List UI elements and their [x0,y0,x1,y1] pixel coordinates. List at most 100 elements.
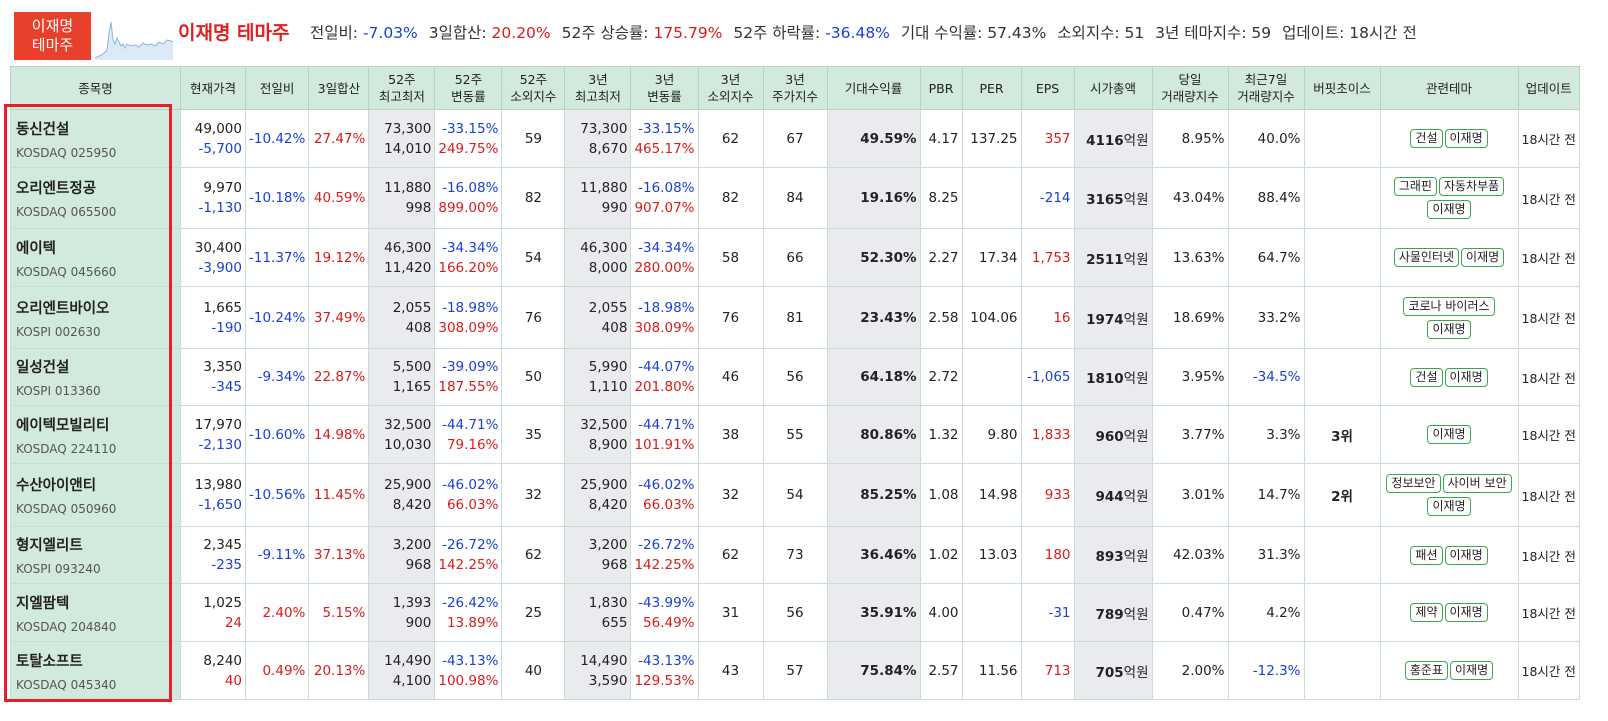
col-y3-neg[interactable]: 3년 소외지수 [697,66,764,110]
theme-header: 이재명 테마주 이재명 테마주 전일비: -7.03% 3일합산: 20.20%… [0,0,1608,62]
w52-chg-up: 249.75% [438,140,499,157]
col-prev[interactable]: 전일비 [244,66,310,110]
col-pbr[interactable]: PBR [919,66,963,110]
cell-name[interactable]: 일성건설 KOSPI 013360 [10,348,181,406]
stock-name[interactable]: 일성건설 [16,360,70,376]
cell-pbr: 2.72 [919,348,963,406]
table-row[interactable]: 오리엔트정공 KOSDAQ 065500 9,970 -1,130 -10.18% 40.… [10,167,1580,229]
col-buffett[interactable]: 버핏초이스 [1303,66,1381,110]
theme-tag[interactable]: 이재명 [1427,319,1471,339]
cell-y3-idx: 54 [762,463,828,527]
col-sum3[interactable]: 3일합산 [308,66,370,110]
table-row[interactable]: 오리엔트바이오 KOSPI 002630 1,665 -190 -10.24% 37.49… [10,286,1580,349]
w52-low: 408 [405,319,432,336]
cell-name[interactable]: 오리엔트바이오 KOSPI 002630 [10,286,181,349]
cell-name[interactable]: 동신건설 KOSDAQ 025950 [10,109,181,168]
col-eps[interactable]: EPS [1020,66,1075,110]
col-mcap[interactable]: 시가총액 [1073,66,1153,110]
theme-tag[interactable]: 패션 [1410,545,1443,565]
theme-tag[interactable]: 이재명 [1427,425,1471,444]
cell-update: 18시간 전 [1517,405,1580,464]
theme-tag[interactable]: 사물인터넷 [1393,248,1460,267]
stock-code: KOSDAQ 065500 [16,205,117,219]
col-vol-7[interactable]: 최근7일 거래량지수 [1227,66,1305,110]
stock-name[interactable]: 에이텍 [16,240,57,257]
stock-name[interactable]: 수산아이앤티 [16,478,97,494]
theme-tag[interactable]: 사이버 보안 [1442,474,1512,493]
col-y3-hl[interactable]: 3년 최고최저 [564,66,632,110]
theme-tag[interactable]: 홍준표 [1404,661,1449,680]
theme-tag[interactable]: 이재명 [1427,497,1471,516]
table-row[interactable]: 지엘팜텍 KOSDAQ 204840 1,025 24 2.40% 5.15% 1,393 9… [10,583,1580,642]
cell-vol-day: 18.69% [1151,286,1229,349]
theme-tag[interactable]: 이재명 [1444,603,1488,622]
cell-y3-idx: 73 [762,526,828,584]
theme-tag[interactable]: 자동차부품 [1438,177,1505,196]
col-w52-chg[interactable]: 52주 변동률 [434,66,503,110]
col-name[interactable]: 종목명 [10,66,181,110]
theme-badge[interactable]: 이재명 테마주 [14,12,91,60]
col-y3-idx[interactable]: 3년 주가지수 [762,66,828,110]
theme-tag[interactable]: 제약 [1410,603,1443,622]
table-row[interactable]: 수산아이앤티 KOSDAQ 050960 13,980 -1,650 -10.56% 11… [10,463,1580,527]
table-row[interactable]: 에이텍모빌리티 KOSDAQ 224110 17,970 -2,130 -10.60% 1… [10,405,1580,464]
col-expected[interactable]: 기대수익률 [826,66,921,110]
col-y3-chg[interactable]: 3년 변동률 [630,66,699,110]
price-change: -1,650 [198,497,242,513]
cell-vol-day: 43.04% [1151,167,1229,229]
sum3-value: 22.87% [313,369,366,385]
theme-tag[interactable]: 이재명 [1444,129,1488,148]
col-w52-hl[interactable]: 52주 최고최저 [368,66,436,110]
col-themes[interactable]: 관련테마 [1379,66,1519,110]
col-update[interactable]: 업데이트 [1517,66,1580,110]
cell-update: 18시간 전 [1517,228,1580,287]
stock-name[interactable]: 토탈소프트 [16,653,83,670]
col-w52-neg[interactable]: 52주 소외지수 [501,66,566,110]
cell-y3-neg: 43 [697,641,764,700]
table-row[interactable]: 토탈소프트 KOSDAQ 045340 8,240 40 0.49% 20.13% 14,4… [10,641,1580,700]
prev-value: -10.18% [249,190,306,206]
theme-tag[interactable]: 이재명 [1427,200,1471,219]
cell-pbr: 1.02 [919,526,963,584]
w52-chg-down: -33.15% [442,120,499,137]
theme-tag[interactable]: 코로나 바이러스 [1403,296,1495,316]
stock-name[interactable]: 오리엔트정공 [16,181,97,197]
cell-name[interactable]: 형지엘리트 KOSPI 093240 [10,526,181,584]
theme-tag[interactable]: 그래핀 [1393,177,1437,196]
cell-name[interactable]: 에이텍모빌리티 KOSDAQ 224110 [10,405,181,464]
table-row[interactable]: 에이텍 KOSDAQ 045660 30,400 -3,900 -11.37% 19.12… [10,228,1580,287]
cell-vol-day: 3.77% [1151,405,1229,464]
table-row[interactable]: 동신건설 KOSDAQ 025950 49,000 -5,700 -10.42% 27.4… [10,109,1580,168]
theme-tag[interactable]: 건설 [1410,367,1443,387]
y3-chg-down: -33.15% [638,120,695,137]
stock-name[interactable]: 에이텍모빌리티 [16,417,110,434]
theme-tag[interactable]: 이재명 [1461,248,1505,267]
table-row[interactable]: 형지엘리트 KOSPI 093240 2,345 -235 -9.11% 37.13% 3,… [10,526,1580,584]
theme-tag[interactable]: 이재명 [1450,661,1494,680]
theme-tag[interactable]: 이재명 [1444,367,1488,387]
stock-name[interactable]: 오리엔트바이오 [16,300,110,317]
w52-neg-value: 35 [524,426,543,443]
cell-name[interactable]: 에이텍 KOSDAQ 045660 [10,228,181,287]
pbr-value: 2.72 [928,369,959,385]
stock-name[interactable]: 형지엘리트 [16,538,83,554]
eps-value: 713 [1044,662,1071,679]
stock-name[interactable]: 동신건설 [16,121,70,138]
cell-name[interactable]: 오리엔트정공 KOSDAQ 065500 [10,167,181,229]
theme-tag[interactable]: 정보보안 [1386,474,1441,493]
col-vol-day[interactable]: 당일 거래량지수 [1151,66,1229,110]
col-per[interactable]: PER [961,66,1022,110]
table-row[interactable]: 일성건설 KOSPI 013360 3,350 -345 -9.34% 22.87% 5,5… [10,348,1580,406]
cell-name[interactable]: 토탈소프트 KOSDAQ 045340 [10,641,181,700]
cell-name[interactable]: 수산아이앤티 KOSDAQ 050960 [10,463,181,527]
theme-tag[interactable]: 이재명 [1444,545,1488,565]
stock-name[interactable]: 지엘팜텍 [16,595,70,612]
expected-value: 52.30% [860,249,917,266]
cell-name[interactable]: 지엘팜텍 KOSDAQ 204840 [10,583,181,642]
y3-low: 8,420 [588,497,628,513]
col-price[interactable]: 현재가격 [180,66,246,110]
vol-7-value: 33.2% [1257,309,1301,326]
eps-value: 180 [1044,547,1071,563]
theme-tag[interactable]: 건설 [1410,129,1443,148]
cell-w52-neg: 54 [501,228,566,287]
